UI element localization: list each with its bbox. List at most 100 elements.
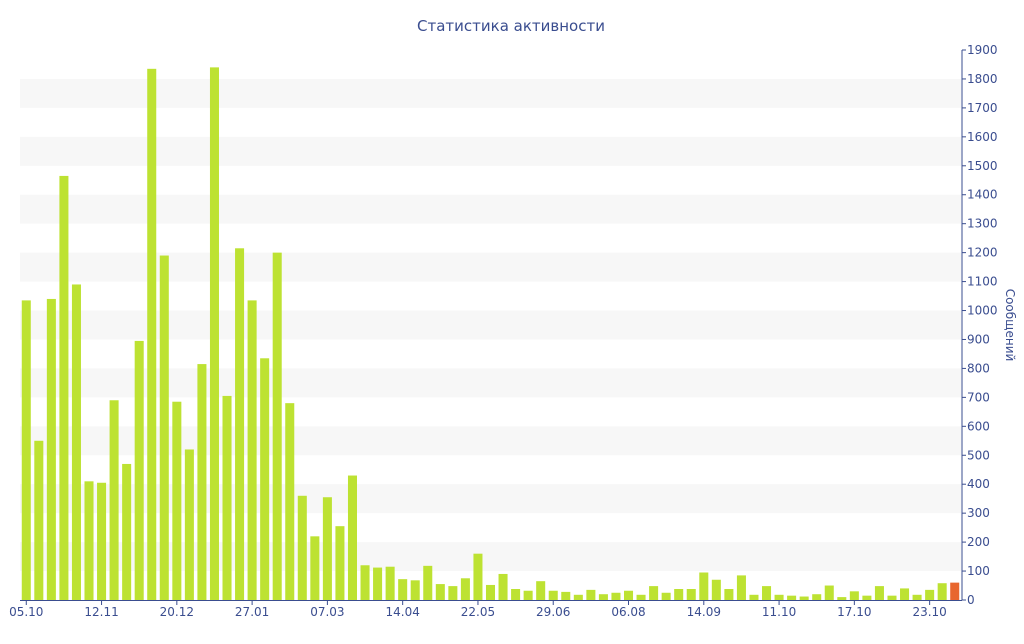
y-tick-label: 1200 [967,246,998,260]
y-tick-label: 800 [967,361,990,375]
bar[interactable] [448,586,458,600]
bar[interactable] [260,358,270,600]
bar[interactable] [109,400,119,600]
bar[interactable] [222,395,232,600]
bar[interactable] [762,586,772,600]
bar[interactable] [235,248,245,601]
bar[interactable] [598,594,608,600]
bar[interactable] [561,591,571,600]
bar[interactable] [385,566,395,600]
bar[interactable] [862,595,872,600]
bar[interactable] [736,575,746,600]
y-tick-label: 1500 [967,159,998,173]
bar[interactable] [498,573,508,600]
bar[interactable] [636,594,646,600]
bar[interactable] [197,364,207,600]
bar[interactable] [774,594,784,600]
bar[interactable] [912,594,922,600]
bar[interactable] [159,255,169,600]
y-tick-label: 1800 [967,72,998,86]
bar[interactable] [523,590,533,600]
bar[interactable] [172,401,182,600]
x-tick-label: 14.04 [385,605,419,619]
bar[interactable] [247,300,257,600]
bar[interactable] [887,595,897,600]
bar[interactable] [674,589,684,600]
y-tick-label: 1600 [967,130,998,144]
bar[interactable] [812,594,822,600]
bar[interactable] [749,594,759,600]
bar[interactable] [59,175,69,601]
x-tick-label: 11.10 [762,605,796,619]
bar[interactable] [122,463,132,600]
bar[interactable] [586,589,596,600]
bar[interactable] [347,475,357,600]
grid-band [20,310,961,340]
bar[interactable] [787,595,797,600]
bar[interactable] [322,497,332,600]
bar[interactable] [925,589,935,600]
bar[interactable] [837,597,847,600]
bar[interactable] [624,590,634,600]
bar[interactable] [874,586,884,600]
y-axis: 0 100 200 300 400 500 600 700 800 900 1000 1100 1200… [961,43,998,607]
bar[interactable] [97,482,107,600]
bar[interactable] [649,586,659,600]
y-tick-label: 0 [967,593,975,607]
bar[interactable] [699,572,709,601]
bar[interactable] [511,589,521,600]
bar[interactable] [310,536,320,600]
x-tick-label: 14.09 [687,605,721,619]
bar[interactable] [536,581,546,600]
x-tick-label: 29.06 [536,605,570,619]
bar[interactable] [548,590,558,600]
bar[interactable] [711,579,721,600]
bar[interactable] [611,592,621,600]
x-tick-label: 17.10 [837,605,871,619]
bar[interactable] [360,565,370,600]
bar[interactable] [799,596,809,600]
bar[interactable] [209,67,219,601]
y-axis-title: Сообщений [1003,289,1017,362]
bar[interactable] [849,591,859,600]
bar[interactable] [184,449,194,600]
bar[interactable] [824,585,834,600]
y-tick-label: 200 [967,535,990,549]
bar[interactable] [900,588,910,600]
bar[interactable] [937,583,947,600]
bar[interactable] [724,589,734,600]
bar[interactable] [297,495,307,600]
bar[interactable] [473,553,483,600]
y-tick-label: 1400 [967,188,998,202]
bar[interactable] [373,567,383,600]
y-tick-label: 1000 [967,304,998,318]
bar[interactable] [34,440,44,600]
y-tick-label: 1900 [967,43,998,57]
bar[interactable] [46,298,56,600]
bar[interactable] [21,300,31,600]
bar[interactable] [460,578,470,600]
bar[interactable] [335,526,345,600]
bar[interactable] [410,580,420,600]
bar[interactable] [686,589,696,600]
y-tick-label: 1700 [967,101,998,115]
bar[interactable] [573,594,583,600]
grid-band [20,194,961,224]
bar[interactable] [485,584,496,600]
bars-group [21,67,960,601]
bar[interactable] [84,481,94,600]
y-tick-label: 300 [967,506,990,520]
grid-bands [20,78,961,572]
grid-band [20,252,961,282]
bar[interactable] [661,592,671,600]
bar[interactable] [71,284,81,600]
bar[interactable] [435,584,445,600]
bar[interactable] [950,582,960,600]
bar[interactable] [423,565,433,600]
bar[interactable] [134,340,144,600]
bar[interactable] [398,579,408,600]
bar[interactable] [147,68,157,600]
bar[interactable] [285,403,295,600]
bar[interactable] [272,252,282,600]
